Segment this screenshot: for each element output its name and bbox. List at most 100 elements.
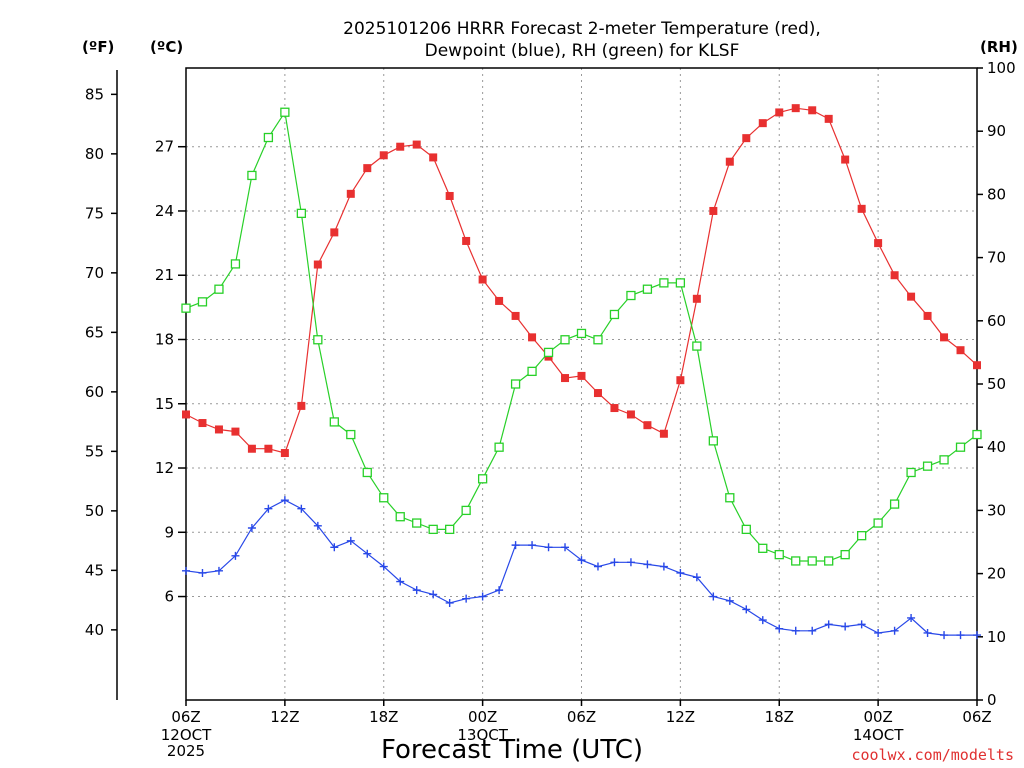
dewpoint-point — [214, 566, 223, 575]
dewpoint-point — [528, 541, 537, 550]
rh-point — [494, 442, 504, 452]
rh-point — [856, 531, 867, 541]
dewpoint-point — [907, 613, 916, 622]
2-meter-temperature-point — [495, 296, 504, 305]
rh-point — [576, 328, 587, 339]
fahrenheit-tick-label: 55 — [85, 442, 104, 460]
dewpoint-point — [544, 543, 553, 552]
2-meter-temperature-point — [330, 228, 339, 237]
celsius-tick-label: 15 — [155, 395, 174, 413]
2-meter-temperature-point — [742, 134, 751, 143]
rh-point — [461, 505, 471, 516]
2-meter-temperature-point — [247, 444, 256, 453]
fahrenheit-tick-label: 40 — [85, 621, 104, 639]
dewpoint-point — [495, 586, 504, 595]
rh-point — [708, 436, 718, 446]
dewpoint-point — [775, 624, 784, 633]
rh-tick-label: 90 — [987, 122, 1006, 140]
x-tick-label: 06Z — [962, 708, 991, 726]
2-meter-temperature-point — [297, 401, 306, 410]
rh-point — [543, 347, 554, 358]
x-tick-date-label: 12OCT — [161, 726, 212, 744]
dewpoint-point — [742, 605, 751, 614]
rh-point — [955, 442, 966, 452]
x-tick-date-label: 13OCT — [457, 726, 508, 744]
rh-point — [758, 543, 768, 553]
dewpoint-point — [511, 541, 520, 550]
dewpoint-point — [923, 628, 932, 637]
rh-point — [247, 170, 257, 181]
celsius-tick-label: 9 — [164, 523, 174, 541]
rh-point — [263, 132, 274, 143]
rh-point — [214, 284, 224, 294]
dewpoint-point — [593, 562, 602, 571]
2-meter-temperature-point — [412, 140, 421, 149]
dewpoint-point — [280, 496, 289, 505]
dewpoint-point — [956, 631, 965, 640]
fahrenheit-tick-label: 45 — [85, 561, 104, 579]
2-meter-temperature-point — [593, 389, 602, 398]
rh-point — [477, 474, 488, 484]
rh-tick-label: 40 — [987, 438, 1006, 456]
2-meter-temperature-point — [577, 371, 586, 380]
rh-point — [313, 335, 323, 345]
dewpoint-point — [313, 521, 322, 530]
rh-point — [840, 549, 850, 560]
2-meter-temperature-point — [808, 106, 817, 115]
rh-point — [791, 556, 801, 566]
dewpoint-point — [758, 616, 767, 625]
rh-tick-label: 50 — [987, 375, 1006, 393]
x-tick-label: 12Z — [270, 708, 299, 726]
dewpoint-point — [610, 558, 619, 567]
dewpoint-point — [692, 573, 701, 582]
2-meter-temperature-point — [824, 114, 833, 123]
fahrenheit-tick-label: 50 — [85, 502, 104, 520]
chart-title-line-2: Dewpoint (blue), RH (green) for KLSF — [425, 41, 740, 61]
dewpoint-point — [429, 590, 438, 599]
dewpoint-point — [874, 628, 883, 637]
rh-point — [346, 429, 356, 440]
rh-point — [510, 379, 521, 389]
2-meter-temperature-point — [363, 164, 372, 173]
2-meter-temperature-point — [973, 361, 981, 370]
rh-point — [280, 107, 290, 117]
celsius-tick-label: 24 — [155, 202, 174, 220]
2-meter-temperature-point — [709, 206, 718, 215]
dewpoint-point — [725, 596, 734, 605]
celsius-unit-label: (ºC) — [150, 38, 183, 56]
rh-point — [972, 429, 982, 440]
dewpoint-point — [264, 504, 273, 513]
x-tick-label: 06Z — [171, 708, 200, 726]
rh-point — [922, 461, 933, 471]
rh-point — [725, 493, 735, 503]
2-meter-temperature-point — [659, 429, 668, 438]
rh-point — [906, 467, 916, 478]
dewpoint-point — [890, 626, 899, 635]
dewpoint-point — [247, 523, 256, 532]
dewpoint-point — [940, 631, 949, 640]
rh-unit-label: (RH) — [980, 38, 1018, 56]
rh-point — [527, 366, 537, 377]
rh-point — [379, 493, 389, 503]
rh-point — [428, 524, 438, 535]
rh-point — [642, 284, 653, 294]
x-tick-label: 06Z — [567, 708, 596, 726]
dewpoint-point — [577, 556, 586, 565]
rh-point — [560, 335, 570, 345]
2-meter-temperature-point — [396, 142, 405, 151]
x-tick-label: 12Z — [666, 708, 695, 726]
rh-point — [692, 341, 702, 351]
2-meter-temperature-point — [692, 294, 701, 303]
rh-point — [329, 417, 339, 427]
dewpoint-point — [824, 620, 833, 629]
2-meter-temperature-point — [874, 239, 883, 248]
rh-tick-label: 20 — [987, 565, 1006, 583]
2-meter-temperature-point — [857, 204, 866, 213]
x-tick-date-label: 14OCT — [853, 726, 904, 744]
2-meter-temperature-point — [379, 151, 388, 160]
plot-frame — [185, 67, 978, 701]
dewpoint-point — [561, 543, 570, 552]
rh-point — [889, 499, 900, 509]
2-meter-temperature-point — [626, 410, 635, 419]
2-meter-temperature-point — [907, 292, 916, 301]
